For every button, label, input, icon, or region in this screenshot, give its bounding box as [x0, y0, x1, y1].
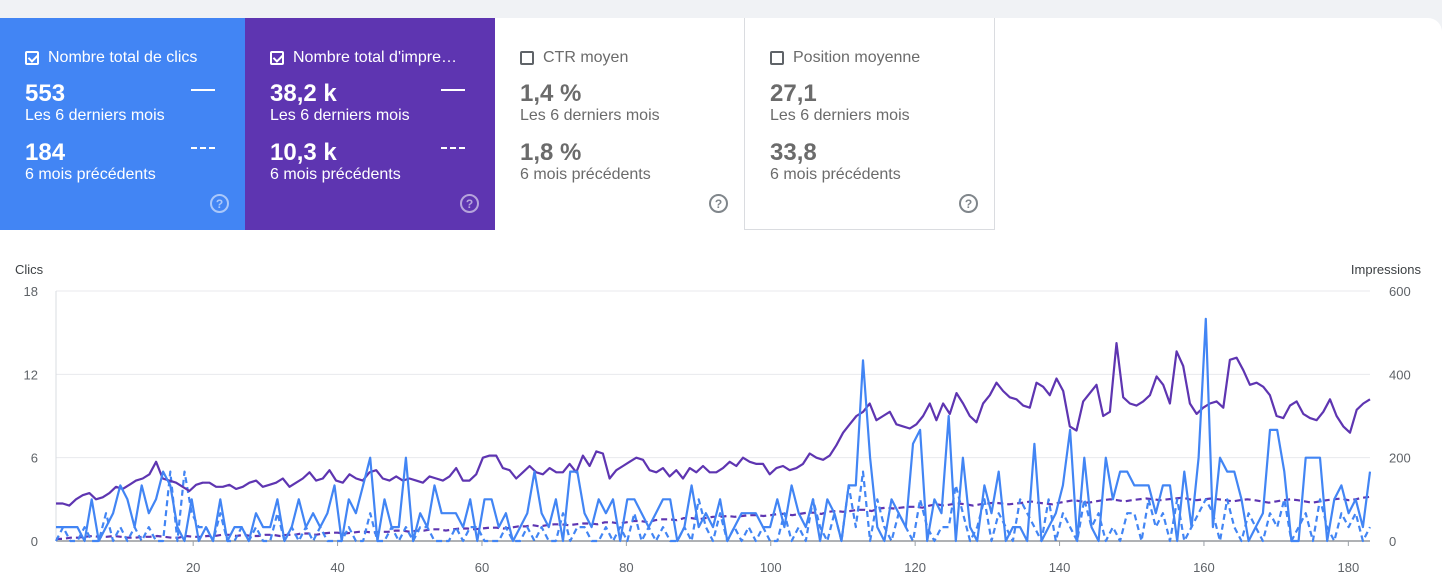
checkbox-clicks[interactable]	[25, 51, 39, 65]
card-label: Nombre total de clics	[48, 49, 198, 66]
checkbox-ctr[interactable]	[520, 51, 534, 65]
previous-value: 10,3 k	[270, 139, 337, 166]
previous-value: 1,8 %	[520, 139, 582, 166]
dashed-line-legend-icon	[191, 147, 215, 149]
dashed-line-legend-icon	[441, 147, 465, 149]
previous-label: 6 mois précédents	[25, 166, 156, 183]
axis-ticks: 0 0 6 200 12 400 18 600 20 40 60 80 100 120 140 160 180	[24, 284, 1411, 575]
card-header: CTR moyen	[520, 48, 744, 68]
current-value: 38,2 k	[270, 80, 337, 107]
help-circle-icon[interactable]: ?	[959, 194, 978, 213]
solid-line-legend-icon	[441, 89, 465, 91]
help-circle-icon[interactable]: ?	[210, 194, 229, 213]
x-tick-label: 140	[1049, 560, 1071, 575]
card-header: Nombre total d'impre…	[270, 48, 495, 68]
previous-value: 33,8	[770, 139, 817, 166]
y-left-tick-label: 0	[31, 534, 38, 549]
current-label: Les 6 derniers mois	[270, 107, 410, 124]
current-value: 27,1	[770, 80, 817, 107]
current-label: Les 6 derniers mois	[770, 107, 910, 124]
current-label: Les 6 derniers mois	[25, 107, 165, 124]
current-value: 1,4 %	[520, 80, 582, 107]
previous-value: 184	[25, 139, 66, 166]
series-line-1	[56, 341, 1371, 507]
checkbox-impressions[interactable]	[270, 51, 284, 65]
y-right-tick-label: 0	[1389, 534, 1396, 549]
y-right-tick-label: 400	[1389, 367, 1411, 382]
chart-series	[55, 317, 1372, 543]
x-tick-label: 100	[760, 560, 782, 575]
y-right-tick-label: 200	[1389, 451, 1411, 466]
grid-lines	[55, 290, 1370, 542]
metric-card-ctr[interactable]: CTR moyen 1,4 % Les 6 derniers mois 1,8 …	[495, 18, 745, 230]
metric-card-clicks[interactable]: Nombre total de clics 553 Les 6 derniers…	[0, 18, 245, 230]
y-axis-left-title: Clics	[15, 262, 44, 277]
metric-cards: Nombre total de clics 553 Les 6 derniers…	[0, 18, 995, 230]
y-left-tick-label: 18	[24, 284, 38, 299]
current-label: Les 6 derniers mois	[520, 107, 660, 124]
performance-chart: Clics Impressions 0 0 6 200 12 400 18 600 20 40 60…	[15, 262, 1422, 575]
card-header: Position moyenne	[770, 48, 994, 68]
metric-card-impressions[interactable]: Nombre total d'impre… 38,2 k Les 6 derni…	[245, 18, 495, 230]
solid-line-legend-icon	[191, 89, 215, 91]
current-value: 553	[25, 80, 66, 107]
x-tick-label: 20	[186, 560, 200, 575]
y-left-tick-label: 6	[31, 451, 38, 466]
card-label: Position moyenne	[793, 49, 921, 66]
y-right-tick-label: 600	[1389, 284, 1411, 299]
help-circle-icon[interactable]: ?	[460, 194, 479, 213]
x-tick-label: 40	[330, 560, 344, 575]
help-circle-icon[interactable]: ?	[709, 194, 728, 213]
x-tick-label: 120	[904, 560, 926, 575]
previous-label: 6 mois précédents	[270, 166, 401, 183]
y-axis-right-title: Impressions	[1351, 262, 1422, 277]
card-label: CTR moyen	[543, 49, 629, 66]
x-tick-label: 180	[1337, 560, 1359, 575]
series-line-0	[56, 317, 1372, 543]
previous-label: 6 mois précédents	[520, 166, 651, 183]
card-header: Nombre total de clics	[25, 48, 245, 68]
series-line-2	[55, 470, 1371, 543]
x-tick-label: 60	[475, 560, 489, 575]
x-tick-label: 160	[1193, 560, 1215, 575]
previous-label: 6 mois précédents	[770, 166, 901, 183]
x-tick-label: 80	[619, 560, 633, 575]
checkbox-position[interactable]	[770, 51, 784, 65]
metric-card-position[interactable]: Position moyenne 27,1 Les 6 derniers moi…	[745, 18, 995, 230]
card-label: Nombre total d'impre…	[293, 49, 457, 66]
y-left-tick-label: 12	[24, 367, 38, 382]
